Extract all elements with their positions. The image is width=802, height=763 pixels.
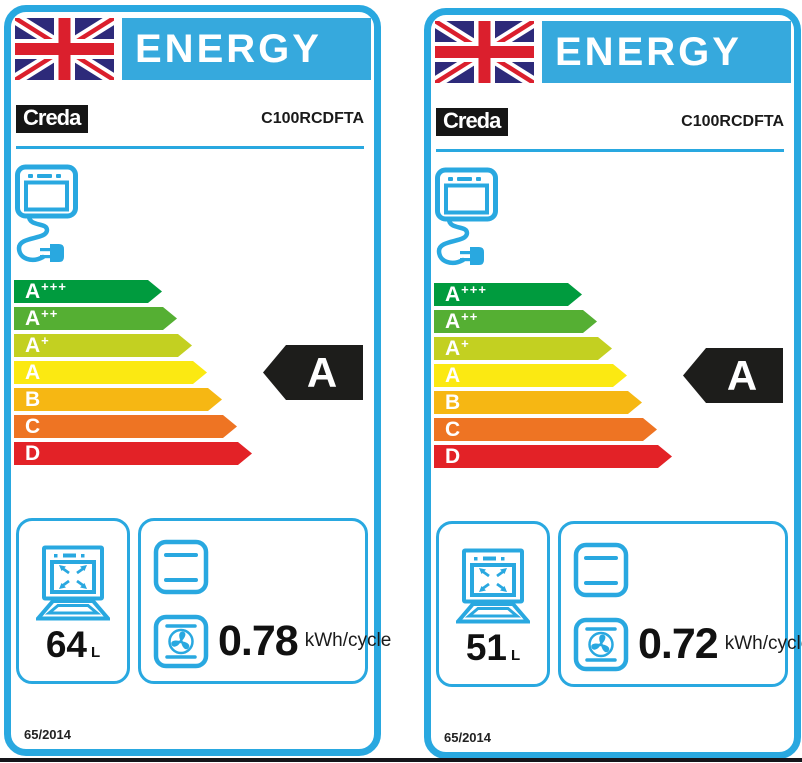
model-number: C100RCDFTA: [681, 113, 784, 130]
label-header: ENERGY: [435, 21, 791, 83]
regulation-number: 65/2014: [444, 730, 491, 745]
electric-oven-plug-icon: [435, 167, 498, 265]
scale-bar-d: D: [434, 445, 672, 468]
energy-label-left: ENERGY Creda C100RCDFTA A +++ A ++: [4, 5, 391, 756]
bottom-edge-bar: [0, 758, 802, 762]
regulation-number: 65/2014: [24, 727, 71, 742]
brand-logo: Creda: [16, 105, 89, 133]
fan-forced-convection-icon: [573, 617, 629, 672]
conventional-heating-icon: [153, 539, 209, 595]
consumption-value: 0.78: [218, 616, 299, 665]
uk-flag-icon: [15, 18, 114, 80]
scale-bar-a-plus2: A ++: [434, 310, 597, 333]
capacity-value-row: 64 L: [19, 624, 127, 666]
rating-arrow: A: [263, 345, 363, 400]
divider-line: [436, 149, 784, 152]
scale-bar-a-plus3: A +++: [434, 283, 582, 306]
consumption-value-row: 0.72 kWh/cycle: [638, 616, 802, 672]
scale-bar-a-plus1: A +: [14, 334, 192, 357]
scale-bar-a: A: [14, 361, 207, 384]
scale-bar-a-plus2: A ++: [14, 307, 177, 330]
consumption-box: 0.72 kWh/cycle: [558, 521, 802, 687]
scale-bar-b: B: [14, 388, 222, 411]
rating-grade: A: [726, 351, 758, 399]
energy-banner: ENERGY: [122, 18, 371, 80]
capacity-value: 51: [465, 627, 507, 668]
scale-bar-b: B: [434, 391, 642, 414]
energy-rating-scale: A +++ A ++ A + A B C D A: [434, 283, 794, 473]
spec-boxes: 64 L: [16, 518, 391, 684]
scale-bar-a-plus3: A +++: [14, 280, 162, 303]
consumption-unit: kWh/cycle: [304, 630, 392, 651]
capacity-value-row: 51 L: [439, 627, 547, 669]
consumption-value: 0.72: [638, 619, 719, 668]
scale-bar-a-plus1: A +: [434, 337, 612, 360]
rating-arrow: A: [683, 348, 783, 403]
energy-label-right: ENERGY Creda C100RCDFTA A +++ A ++: [424, 8, 802, 759]
capacity-box: 64 L: [16, 518, 130, 684]
scale-bar-a: A: [434, 364, 627, 387]
electric-oven-plug-icon: [15, 164, 78, 262]
conventional-heating-icon: [573, 542, 629, 598]
consumption-unit: kWh/cycle: [724, 633, 802, 654]
energy-banner: ENERGY: [542, 21, 791, 83]
uk-flag-icon: [435, 21, 534, 83]
consumption-value-row: 0.78 kWh/cycle: [218, 613, 391, 669]
brand-row: Creda C100RCDFTA: [436, 108, 784, 136]
energy-rating-scale: A +++ A ++ A + A B C D A: [14, 280, 374, 470]
rating-grade: A: [306, 348, 338, 396]
capacity-box: 51 L: [436, 521, 550, 687]
scale-bar-c: C: [14, 415, 237, 438]
energy-title: ENERGY: [555, 29, 742, 74]
label-header: ENERGY: [15, 18, 371, 80]
consumption-box: 0.78 kWh/cycle: [138, 518, 391, 684]
spec-boxes: 51 L: [436, 521, 802, 687]
capacity-unit: L: [90, 644, 101, 661]
scale-bar-c: C: [434, 418, 657, 441]
scale-bar-d: D: [14, 442, 252, 465]
brand-row: Creda C100RCDFTA: [16, 105, 364, 133]
capacity-value: 64: [45, 624, 87, 665]
brand-logo: Creda: [436, 108, 509, 136]
energy-title: ENERGY: [135, 26, 322, 71]
model-number: C100RCDFTA: [261, 110, 364, 127]
oven-cavity-icon: [456, 548, 530, 624]
oven-cavity-icon: [36, 545, 110, 621]
capacity-unit: L: [510, 647, 521, 664]
divider-line: [16, 146, 364, 149]
fan-forced-convection-icon: [153, 614, 209, 669]
